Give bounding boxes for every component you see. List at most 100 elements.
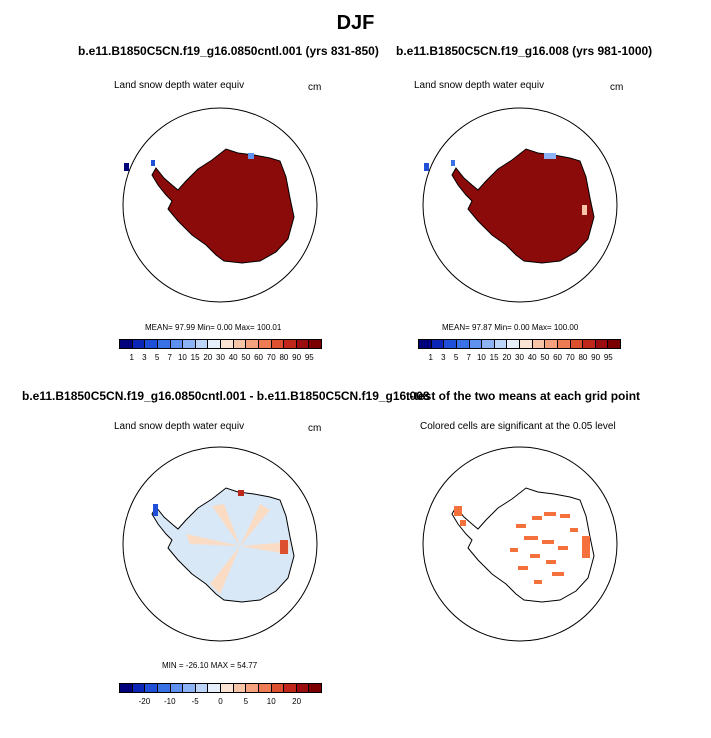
- panel-1-map: [122, 107, 318, 303]
- colorbar-swatch: [145, 684, 158, 692]
- colorbar-swatch: [532, 340, 546, 348]
- colorbar-swatch: [132, 684, 146, 692]
- colorbar-swatch: [296, 684, 310, 692]
- colorbar-tick-label: 60: [254, 353, 264, 362]
- peninsula-cell: [153, 504, 158, 516]
- colorbar-swatch: [469, 340, 483, 348]
- colorbar-swatch: [246, 340, 259, 348]
- coast-cell: [238, 490, 244, 496]
- colorbar-tick-label: 70: [266, 353, 276, 362]
- figure-title: DJF: [336, 12, 375, 34]
- colorbar-tick-label: 5: [453, 353, 459, 362]
- colorbar-swatch: [157, 340, 171, 348]
- peninsula-cell: [451, 160, 455, 166]
- colorbar-tick-label: 50: [540, 353, 550, 362]
- colorbar-tick-label: 50: [241, 353, 251, 362]
- colorbar-tick-label: 10: [476, 353, 486, 362]
- colorbar-tick-label: 15: [190, 353, 200, 362]
- colorbar-tick-label: 1: [129, 353, 134, 362]
- colorbar-swatch: [545, 340, 558, 348]
- colorbar-swatch: [221, 684, 234, 692]
- colorbar-swatch: [170, 340, 184, 348]
- panel-2-units: cm: [610, 82, 624, 93]
- panel-1-colorbar-labels: 1 3 5 7 10 15 20 30 40 50 60 70 80 90 95: [119, 353, 322, 363]
- colorbar-tick-label: 1: [428, 353, 433, 362]
- colorbar-swatch: [120, 684, 133, 692]
- positive-diff-sector: [210, 546, 240, 594]
- colorbar-tick-label: 20: [203, 353, 213, 362]
- colorbar-swatch: [595, 340, 609, 348]
- colorbar-tick-label: 80: [279, 353, 289, 362]
- coast-cell: [582, 205, 587, 215]
- colorbar-tick-label: 7: [466, 353, 471, 362]
- panel-3-variable: Land snow depth water equiv: [114, 421, 245, 432]
- colorbar-swatch: [583, 340, 596, 348]
- colorbar-tick-label: 7: [167, 353, 172, 362]
- colorbar-swatch: [145, 340, 158, 348]
- positive-diff-sector: [212, 504, 240, 546]
- colorbar-tick-label: 95: [603, 353, 613, 362]
- panel-2-colorbar: [418, 339, 621, 349]
- colorbar-tick-label: -10: [163, 697, 176, 706]
- colorbar-swatch: [444, 340, 457, 348]
- colorbar-tick-label: 80: [578, 353, 588, 362]
- colorbar-swatch: [507, 340, 520, 348]
- panel-3-units: cm: [308, 423, 322, 434]
- colorbar-swatch: [183, 340, 196, 348]
- colorbar-swatch: [456, 340, 470, 348]
- panel-1-variable: Land snow depth water equiv: [114, 80, 245, 91]
- colorbar-swatch: [208, 340, 221, 348]
- colorbar-swatch: [482, 340, 495, 348]
- colorbar-swatch: [296, 340, 310, 348]
- colorbar-tick-label: 5: [154, 353, 160, 362]
- colorbar-swatch: [246, 684, 259, 692]
- coast-cell: [248, 153, 254, 159]
- colorbar-swatch: [284, 684, 297, 692]
- coast-cell: [544, 153, 556, 159]
- panel-2-colorbar-labels: 1 3 5 7 10 15 20 30 40 50 60 70 80 90 95: [418, 353, 621, 363]
- colorbar-swatch: [271, 340, 285, 348]
- positive-diff-sector: [240, 542, 290, 554]
- colorbar-tick-label: 30: [515, 353, 524, 362]
- colorbar-swatch: [431, 340, 445, 348]
- colorbar-tick-label: 90: [591, 353, 601, 362]
- panel-3-stats: MIN = -26.10 MAX = 54.77: [162, 661, 258, 670]
- island-cell: [124, 163, 129, 171]
- panel-3-colorbar-labels: -20 -10 -5 0 5 10 20: [119, 697, 322, 707]
- colorbar-swatch: [608, 340, 620, 348]
- colorbar-tick-label: 30: [216, 353, 225, 362]
- colorbar-swatch: [258, 684, 272, 692]
- colorbar-tick-label: 0: [218, 697, 223, 706]
- panel-3-title: b.e11.B1850C5CN.f19_g16.0850cntl.001 - b…: [22, 389, 430, 403]
- panel-4-map: [422, 446, 618, 642]
- colorbar-swatch: [170, 684, 184, 692]
- colorbar-swatch: [233, 684, 247, 692]
- colorbar-swatch: [570, 340, 584, 348]
- colorbar-swatch: [195, 684, 209, 692]
- colorbar-tick-label: 3: [142, 353, 147, 362]
- colorbar-tick-label: -20: [138, 697, 151, 706]
- panel-2-title: b.e11.B1850C5CN.f19_g16.008 (yrs 981-100…: [396, 44, 653, 58]
- colorbar-tick-label: 70: [565, 353, 575, 362]
- panel-2-variable: Land snow depth water equiv: [414, 80, 545, 91]
- panel-1-units: cm: [308, 82, 322, 93]
- colorbar-tick-label: 10: [177, 353, 187, 362]
- panel-2-stats: MEAN= 97.87 Min= 0.00 Max= 100.00: [442, 323, 579, 332]
- panel-1-stats: MEAN= 97.99 Min= 0.00 Max= 100.01: [145, 323, 282, 332]
- colorbar-swatch: [557, 340, 571, 348]
- colorbar-tick-label: 5: [243, 697, 249, 706]
- positive-diff-sector: [186, 534, 240, 546]
- colorbar-swatch: [132, 340, 146, 348]
- panel-3-colorbar: [119, 683, 322, 693]
- colorbar-swatch: [419, 340, 432, 348]
- island-cell: [424, 163, 429, 171]
- colorbar-swatch: [195, 340, 209, 348]
- colorbar-tick-label: 95: [304, 353, 314, 362]
- panel-1-colorbar: [119, 339, 322, 349]
- peninsula-cell: [151, 160, 155, 166]
- antarctica-snow-field: [151, 148, 295, 264]
- colorbar-tick-label: 20: [502, 353, 512, 362]
- colorbar-swatch: [284, 340, 297, 348]
- panel-1-title: b.e11.B1850C5CN.f19_g16.0850cntl.001 (yr…: [78, 44, 379, 58]
- colorbar-tick-label: 15: [489, 353, 499, 362]
